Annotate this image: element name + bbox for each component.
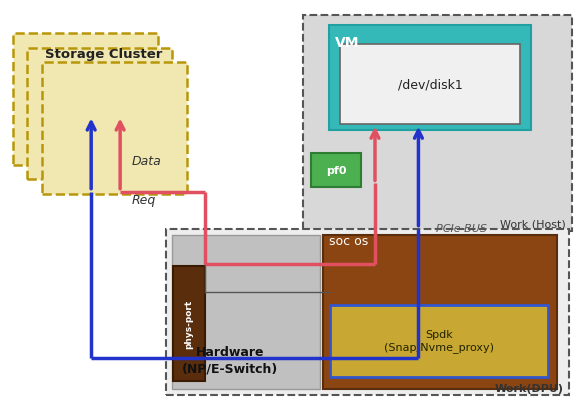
Bar — [42, 63, 187, 194]
Text: Spdk
(Snap/Nvme_proxy): Spdk (Snap/Nvme_proxy) — [384, 330, 494, 352]
Bar — [340, 45, 520, 124]
Text: phys-port: phys-port — [184, 299, 193, 348]
Bar — [166, 229, 569, 395]
Bar — [329, 26, 531, 131]
Text: (NP/E-Switch): (NP/E-Switch) — [182, 362, 278, 375]
Bar — [323, 235, 558, 389]
Text: PCIe BUS: PCIe BUS — [436, 223, 487, 233]
Text: Data: Data — [132, 155, 161, 168]
Text: Storage Cluster: Storage Cluster — [45, 48, 162, 61]
Bar — [311, 153, 360, 188]
Text: Hardware: Hardware — [196, 346, 264, 358]
Text: Work(DPU): Work(DPU) — [494, 383, 563, 393]
Text: Work (Host): Work (Host) — [501, 219, 566, 229]
Bar — [13, 34, 158, 166]
Text: soc os: soc os — [329, 235, 368, 247]
Text: Req: Req — [132, 194, 156, 207]
Bar — [173, 266, 205, 381]
Bar — [27, 49, 172, 180]
Bar — [331, 305, 548, 377]
Text: pf0: pf0 — [326, 166, 346, 176]
Text: /dev/disk1: /dev/disk1 — [398, 78, 462, 91]
Text: VM: VM — [335, 36, 359, 50]
Bar — [172, 235, 320, 389]
Bar — [303, 16, 572, 231]
